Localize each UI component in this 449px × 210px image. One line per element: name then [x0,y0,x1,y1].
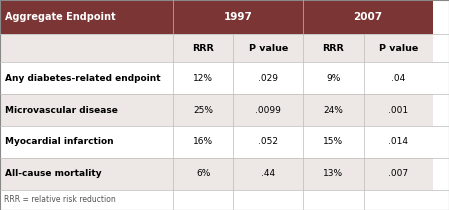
Text: 9%: 9% [326,74,341,83]
Text: 6%: 6% [196,169,211,178]
Bar [233,62,303,94]
Bar [173,62,233,94]
Text: .052: .052 [258,137,278,146]
Bar [233,94,303,126]
Bar [173,158,233,190]
Text: .007: .007 [388,169,409,178]
Bar [303,62,364,94]
Bar [0,158,173,190]
Text: 1997: 1997 [224,12,252,22]
Bar [364,34,433,62]
Text: 15%: 15% [323,137,343,146]
Text: .001: .001 [388,106,409,115]
Text: RRR: RRR [322,44,344,53]
Bar [303,94,364,126]
Text: P value: P value [379,44,418,53]
Bar [303,0,433,34]
Bar [364,158,433,190]
Text: .44: .44 [261,169,275,178]
Bar [303,126,364,158]
Bar [303,34,364,62]
Bar [364,126,433,158]
Bar [364,62,433,94]
Bar [303,158,364,190]
Bar [173,126,233,158]
Bar [173,94,233,126]
Bar [0,190,449,210]
Bar [0,0,173,34]
Text: Myocardial infarction: Myocardial infarction [5,137,114,146]
Bar [233,158,303,190]
Text: Aggregate Endpoint: Aggregate Endpoint [5,12,116,22]
Bar [0,126,173,158]
Text: 16%: 16% [193,137,213,146]
Text: 24%: 24% [323,106,343,115]
Text: 2007: 2007 [354,12,383,22]
Bar [0,94,173,126]
Text: .0099: .0099 [255,106,281,115]
Text: .04: .04 [392,74,405,83]
Bar [364,94,433,126]
Text: All-cause mortality: All-cause mortality [5,169,102,178]
Bar [0,34,173,62]
Text: 25%: 25% [193,106,213,115]
Text: Any diabetes-related endpoint: Any diabetes-related endpoint [5,74,161,83]
Text: .014: .014 [388,137,409,146]
Bar [233,34,303,62]
Bar [0,62,173,94]
Bar [233,126,303,158]
Text: P value: P value [249,44,288,53]
Text: 13%: 13% [323,169,343,178]
Bar [173,34,233,62]
Text: RRR = relative risk reduction: RRR = relative risk reduction [4,195,115,204]
Text: Microvascular disease: Microvascular disease [5,106,118,115]
Text: .029: .029 [258,74,278,83]
Bar [173,0,303,34]
Text: 12%: 12% [193,74,213,83]
Text: RRR: RRR [192,44,214,53]
